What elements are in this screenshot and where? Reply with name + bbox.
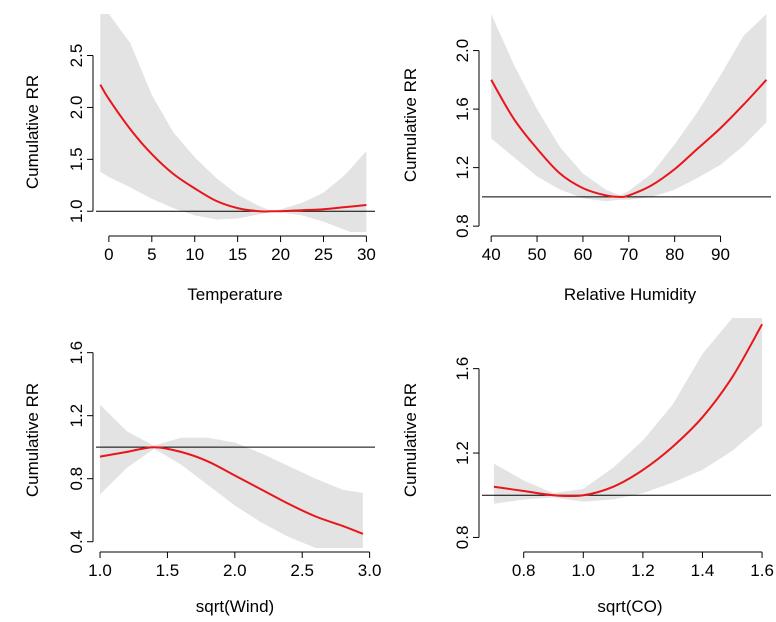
- x-tick-label: 1.0: [571, 561, 595, 580]
- estimate-curve: [99, 84, 367, 213]
- y-tick-label: 0.8: [67, 467, 86, 491]
- x-tick-label: 80: [665, 245, 684, 264]
- x-tick-label: 0: [104, 245, 113, 264]
- x-tick-label: 60: [573, 245, 592, 264]
- x-tick-label: 15: [228, 245, 247, 264]
- x-tick-label: 2.5: [290, 561, 314, 580]
- x-tick-label: 1.0: [88, 561, 112, 580]
- plot-area: 0.8 1.2 1.6 0.8 1.0 1.2 1.4 1.6: [453, 318, 774, 580]
- x-tick-label: 25: [314, 245, 333, 264]
- x-tick-label: 20: [271, 245, 290, 264]
- y-tick-label: 1.6: [453, 357, 472, 381]
- x-tick-label: 1.5: [156, 561, 180, 580]
- x-axis-title: sqrt(Wind): [196, 597, 274, 616]
- confidence-band: [493, 318, 763, 504]
- panel-sqrt-co: 0.8 1.2 1.6 0.8 1.0 1.2 1.4 1.6 sqrt(CO) Cumula…: [401, 318, 774, 616]
- y-tick-label: 2.5: [67, 44, 86, 68]
- x-tick-label: 10: [185, 245, 204, 264]
- plot-area: 0.8 1.2 1.6 2.0 40 50 60 70 80 90: [453, 14, 771, 264]
- y-tick-label: 2.0: [67, 96, 86, 120]
- y-tick-label: 0.8: [453, 526, 472, 550]
- y-tick-label: 1.6: [67, 341, 86, 365]
- x-tick-label: 1.4: [691, 561, 715, 580]
- x-axis-title: Relative Humidity: [564, 285, 697, 304]
- x-tick-label: 1.6: [750, 561, 774, 580]
- plot-area: 0.4 0.8 1.2 1.6 1.0 1.5 2.0 2.5 3.0: [67, 341, 381, 580]
- x-tick-label: 0.8: [512, 561, 536, 580]
- plot-area: 1.0 1.5 2.0 2.5 0 5 10 15 20 25 30: [67, 14, 376, 264]
- x-tick-label: 1.2: [631, 561, 655, 580]
- estimate-curve: [493, 323, 763, 498]
- y-axis-title: Cumulative RR: [401, 68, 420, 182]
- x-axis-title: sqrt(CO): [597, 597, 662, 616]
- confidence-band: [100, 14, 367, 232]
- estimate-curve: [99, 446, 364, 535]
- x-tick-label: 40: [482, 245, 501, 264]
- x-axis-title: Temperature: [187, 285, 282, 304]
- x-tick-label: 70: [619, 245, 638, 264]
- x-tick-label: 3.0: [358, 561, 382, 580]
- y-tick-label: 1.2: [67, 404, 86, 428]
- y-tick-label: 1.2: [453, 441, 472, 465]
- x-tick-label: 90: [711, 245, 730, 264]
- y-tick-label: 1.2: [453, 156, 472, 180]
- panel-sqrt-wind: 0.4 0.8 1.2 1.6 1.0 1.5 2.0 2.5 3.0 sqrt(Wind) C…: [23, 341, 381, 616]
- y-axis-title: Cumulative RR: [23, 75, 42, 189]
- y-tick-label: 0.4: [67, 530, 86, 554]
- confidence-band: [100, 404, 363, 548]
- x-tick-label: 5: [147, 245, 156, 264]
- y-tick-label: 1.5: [67, 147, 86, 171]
- panel-relative-humidity: 0.8 1.2 1.6 2.0 40 50 60 70 80 90 Relative Humidi…: [401, 14, 771, 304]
- x-tick-label: 50: [528, 245, 547, 264]
- y-tick-label: 2.0: [453, 39, 472, 63]
- y-tick-label: 1.6: [453, 97, 472, 121]
- y-tick-label: 1.0: [67, 199, 86, 223]
- y-tick-label: 0.8: [453, 214, 472, 238]
- y-axis-title: Cumulative RR: [23, 383, 42, 497]
- x-tick-label: 2.0: [223, 561, 247, 580]
- panel-temperature: 1.0 1.5 2.0 2.5 0 5 10 15 20 25 30 Temperature Cum…: [23, 14, 376, 304]
- y-axis-title: Cumulative RR: [401, 383, 420, 497]
- estimate-curve: [490, 79, 768, 198]
- confidence-band: [491, 14, 767, 202]
- x-tick-label: 30: [357, 245, 376, 264]
